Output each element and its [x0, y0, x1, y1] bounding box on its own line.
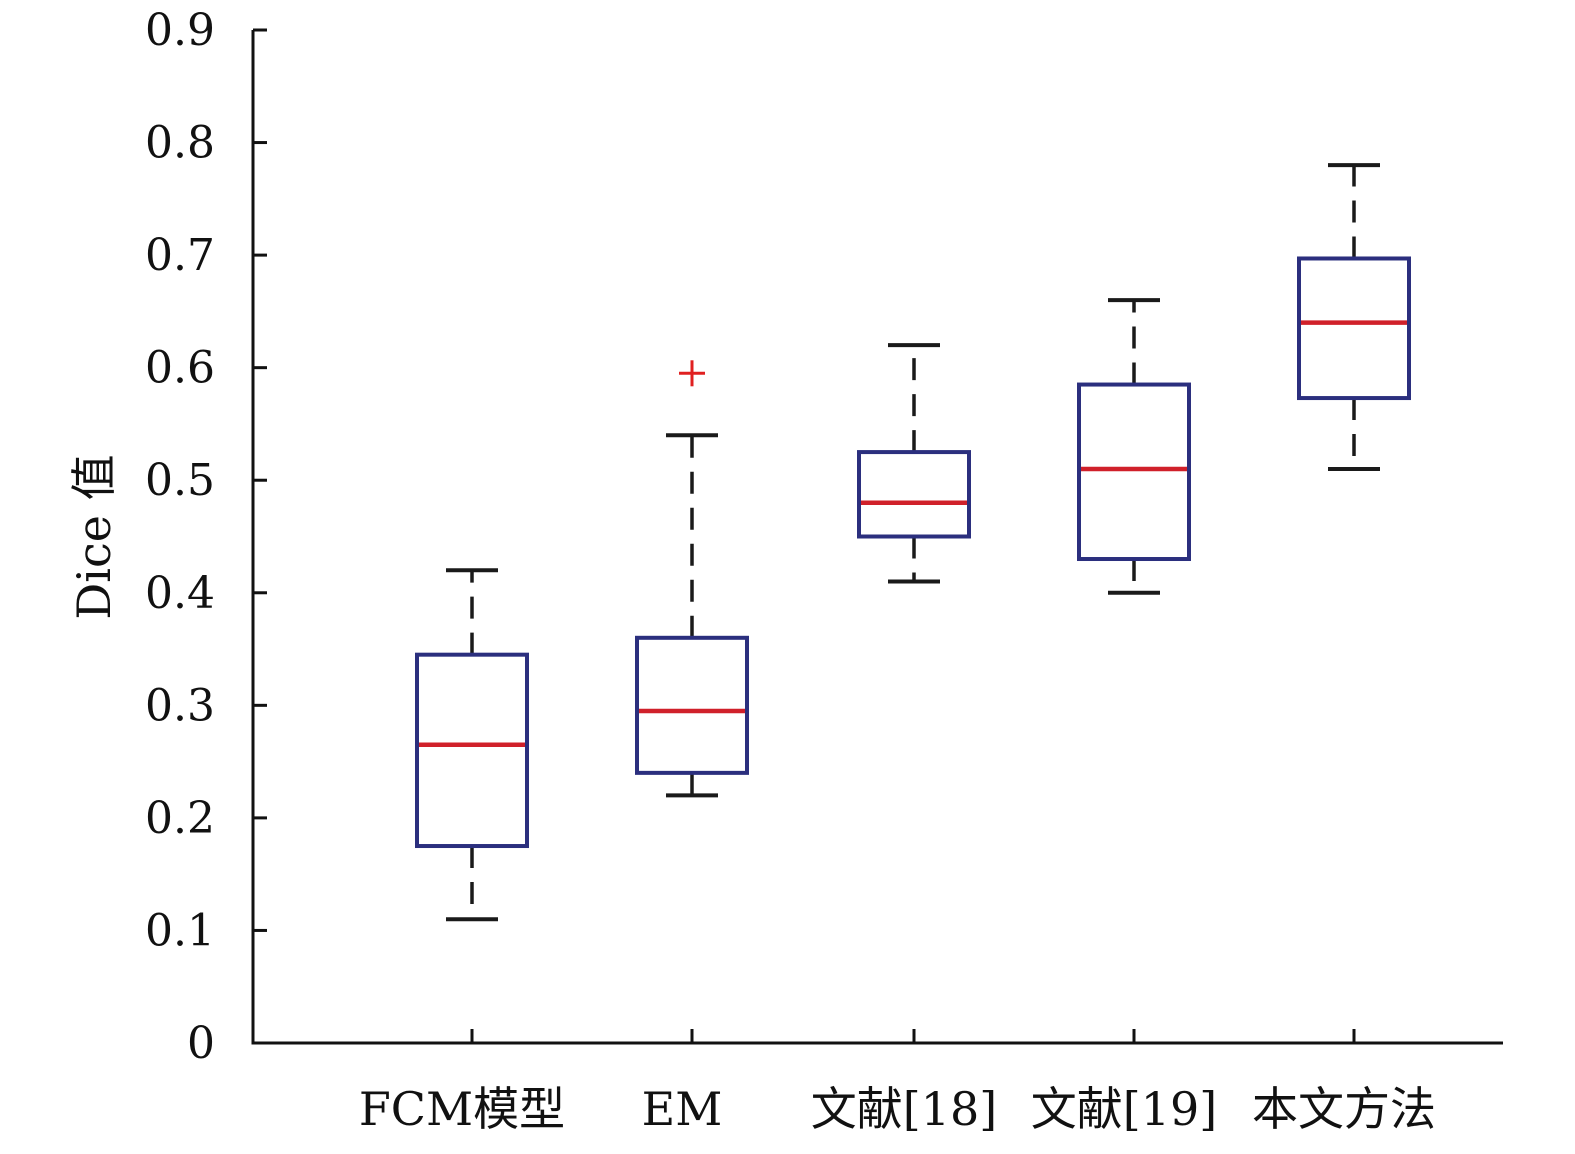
x-tick-label-3: 文献[19] [1031, 1082, 1217, 1136]
iqr-box-0 [415, 652, 529, 849]
y-tick-label-7: 0.7 [145, 230, 215, 281]
y-tick-label-1: 0.1 [145, 905, 215, 956]
iqr-box-4 [1297, 256, 1411, 401]
plot-area [415, 163, 1411, 922]
axes: 0 0.1 0.2 0.3 0.4 0.5 0.6 0.7 0.8 0.9 FCM模型 EM 文献[18… [145, 5, 1503, 1136]
box-0 [415, 568, 529, 922]
y-tick-label-9: 0.9 [145, 5, 215, 56]
box-2 [857, 343, 971, 584]
iqr-box-1 [635, 635, 749, 775]
y-tick-label-8: 0.8 [145, 118, 215, 169]
y-tick-label-6: 0.6 [145, 343, 215, 394]
y-tick-label-2: 0.2 [145, 793, 215, 844]
x-tick-label-2: 文献[18] [811, 1082, 997, 1136]
box-4 [1297, 163, 1411, 471]
y-axis-label: Dice 值 [67, 454, 121, 619]
iqr-box-2 [857, 450, 971, 539]
x-tick-label-0: FCM模型 [359, 1082, 565, 1136]
y-tick-label-3: 0.3 [145, 680, 215, 731]
box-1 [635, 360, 749, 798]
y-tick-label-0: 0 [187, 1018, 215, 1069]
y-tick-label-5: 0.5 [145, 455, 215, 506]
y-tick-label-4: 0.4 [145, 568, 215, 619]
iqr-box-3 [1077, 382, 1191, 562]
box-3 [1077, 298, 1191, 595]
x-tick-label-4: 本文方法 [1252, 1082, 1436, 1136]
x-tick-label-1: EM [642, 1082, 723, 1136]
